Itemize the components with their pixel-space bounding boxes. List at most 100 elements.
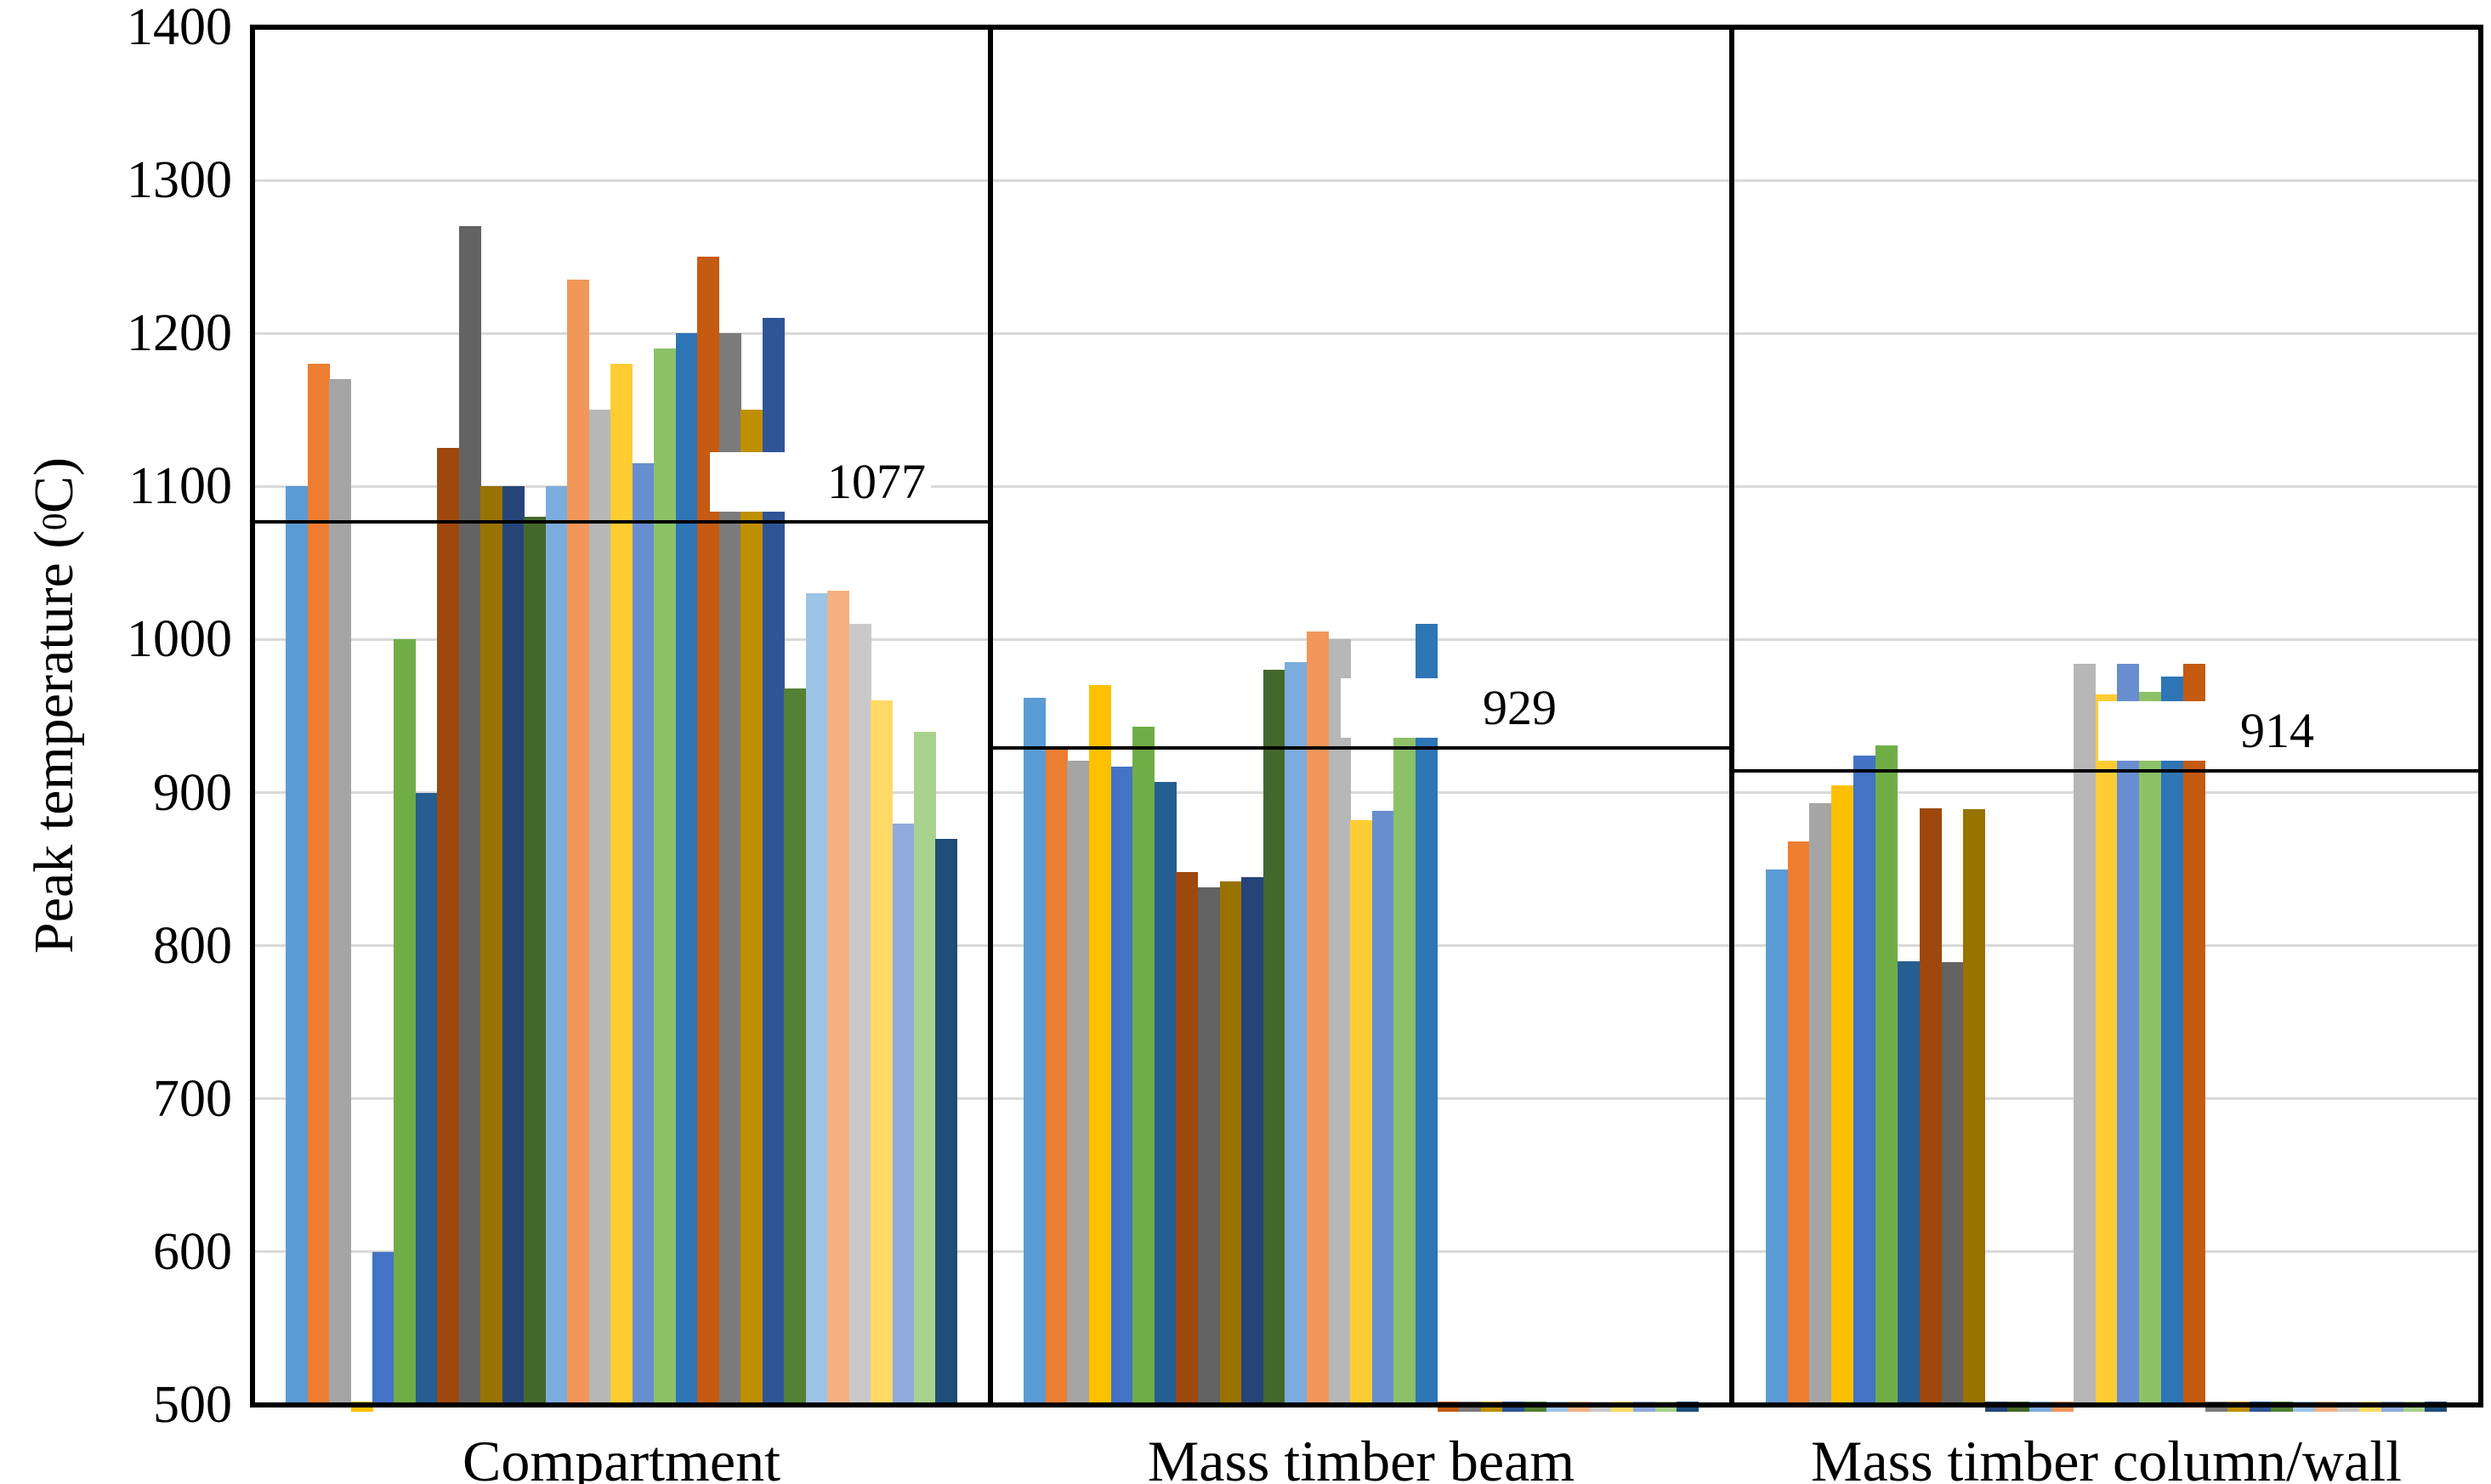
y-tick-700: 700 <box>153 1069 232 1128</box>
bar-c1-s18 <box>654 348 677 1405</box>
reference-label-929: 929 <box>1341 678 1562 739</box>
bar-c2-s8 <box>1176 872 1199 1405</box>
bar-c3-s13 <box>2029 1402 2051 1412</box>
y-tick-1100: 1100 <box>128 457 232 516</box>
panel-divider-2 <box>1729 27 1734 1405</box>
gridline-900 <box>253 791 2481 795</box>
bar-c2-s31 <box>1677 1402 1699 1412</box>
y-tick-600: 600 <box>153 1222 232 1281</box>
bar-c3-s14 <box>2051 1402 2074 1412</box>
y-tick-1000: 1000 <box>127 610 232 669</box>
reference-label-1077: 1077 <box>710 451 931 512</box>
bar-c2-s5 <box>1110 766 1133 1405</box>
bar-c1-s29 <box>892 823 915 1405</box>
reference-line-914 <box>1732 769 2481 773</box>
bar-c2-s25 <box>1546 1402 1569 1412</box>
bar-c2-s18 <box>1393 716 1416 1405</box>
bar-c3-s11 <box>1985 1402 2008 1412</box>
bar-c2-s4 <box>1089 685 1112 1405</box>
gridline-1100 <box>253 484 2481 488</box>
bar-c1-s10 <box>480 486 503 1405</box>
bar-c3-s8 <box>1919 807 1942 1405</box>
y-tick-900: 900 <box>153 763 232 822</box>
bar-c2-s13 <box>1285 662 1308 1405</box>
bar-c3-s6 <box>1875 745 1898 1405</box>
bar-c2-s14 <box>1307 632 1329 1405</box>
bar-c2-s20 <box>1437 1402 1460 1412</box>
bar-c3-s29 <box>2380 1402 2403 1412</box>
bar-c3-s5 <box>1853 756 1876 1405</box>
bar-c1-s9 <box>458 226 481 1405</box>
bar-c3-s9 <box>1941 962 1964 1405</box>
bar-c3-s28 <box>2358 1402 2381 1412</box>
bar-c3-s31 <box>2425 1402 2448 1412</box>
bar-c1-s24 <box>784 688 807 1405</box>
bar-c2-s26 <box>1568 1402 1591 1412</box>
bar-c3-s3 <box>1809 803 1832 1405</box>
bar-c2-s15 <box>1328 639 1351 1405</box>
bar-c3-s20 <box>2183 664 2206 1405</box>
bar-c2-s17 <box>1371 811 1394 1405</box>
bar-c3-s19 <box>2161 676 2184 1405</box>
bar-c2-s19 <box>1415 624 1438 1405</box>
y-tick-500: 500 <box>153 1376 232 1434</box>
bar-c2-s7 <box>1154 781 1177 1405</box>
bar-c1-s1 <box>286 486 309 1405</box>
bar-c1-s22 <box>740 410 763 1405</box>
gridline-1300 <box>253 178 2481 182</box>
bar-c1-s21 <box>718 333 741 1405</box>
reference-line-1077 <box>253 519 990 524</box>
bar-c3-s26 <box>2315 1402 2338 1412</box>
y-tick-1200: 1200 <box>127 304 232 363</box>
bar-c3-s7 <box>1897 960 1920 1405</box>
bar-c3-s16 <box>2095 694 2118 1405</box>
bar-c3-s21 <box>2204 1402 2227 1412</box>
y-tick-800: 800 <box>153 916 232 975</box>
bar-c3-s4 <box>1831 784 1854 1405</box>
bar-c2-s1 <box>1024 697 1047 1405</box>
bar-c2-s3 <box>1067 760 1090 1405</box>
bar-c3-s12 <box>2007 1402 2030 1412</box>
gridline-1200 <box>253 331 2481 335</box>
category-label-3: Mass timber column/wall <box>1810 1429 2402 1484</box>
bar-c2-s6 <box>1132 727 1155 1405</box>
bar-c2-s9 <box>1198 887 1221 1405</box>
bar-c1-s16 <box>610 364 633 1405</box>
bar-c1-s15 <box>588 410 611 1405</box>
bar-c3-s25 <box>2293 1402 2316 1412</box>
bar-c1-s13 <box>545 486 568 1405</box>
bar-c3-s1 <box>1765 869 1788 1405</box>
bar-c2-s30 <box>1654 1402 1677 1412</box>
bar-c1-s3 <box>329 379 352 1405</box>
bar-c2-s23 <box>1502 1402 1525 1412</box>
bar-c3-s18 <box>2139 691 2162 1405</box>
category-label-2: Mass timber beam <box>1147 1429 1575 1484</box>
reference-line-929 <box>990 746 1732 750</box>
bar-c1-s6 <box>394 639 417 1405</box>
bar-c2-s24 <box>1524 1402 1546 1412</box>
bar-c3-s23 <box>2249 1402 2272 1412</box>
bar-c2-s11 <box>1241 876 1264 1405</box>
bar-c1-s2 <box>307 364 330 1405</box>
bar-c3-s17 <box>2117 664 2140 1405</box>
bar-c1-s5 <box>372 1251 394 1405</box>
bar-c2-s28 <box>1611 1402 1634 1412</box>
bar-c2-s16 <box>1350 819 1373 1405</box>
bar-c2-s27 <box>1589 1402 1612 1412</box>
bar-c1-s4 <box>350 1402 373 1412</box>
bar-c1-s28 <box>871 700 894 1405</box>
bar-c3-s15 <box>2073 664 2096 1405</box>
bar-c1-s14 <box>567 280 590 1405</box>
bar-c1-s19 <box>675 333 698 1405</box>
bar-c3-s30 <box>2403 1402 2426 1412</box>
bar-c1-s11 <box>502 486 525 1405</box>
bar-c1-s30 <box>913 731 936 1405</box>
reference-label-914: 914 <box>2098 701 2319 762</box>
panel-divider-1 <box>988 27 993 1405</box>
bar-c3-s22 <box>2227 1402 2250 1412</box>
gridline-1000 <box>253 637 2481 641</box>
bar-c2-s12 <box>1263 670 1285 1405</box>
y-tick-1300: 1300 <box>127 151 232 210</box>
